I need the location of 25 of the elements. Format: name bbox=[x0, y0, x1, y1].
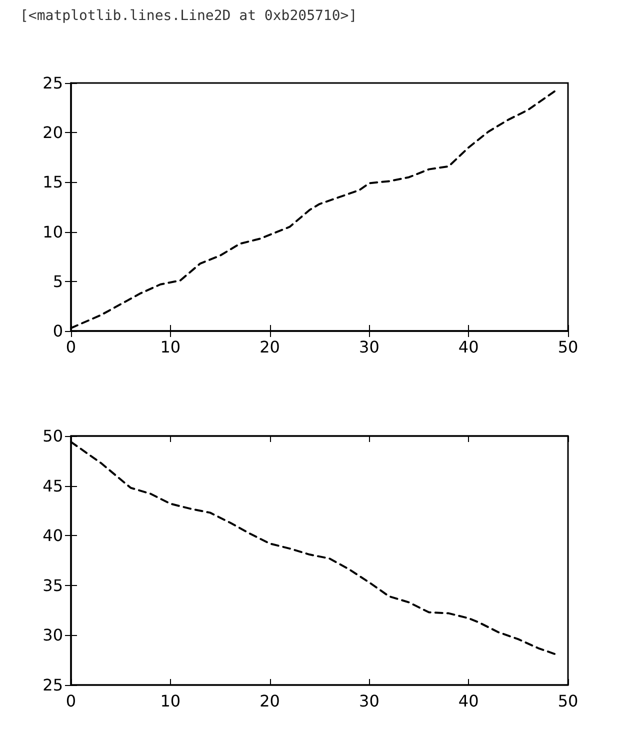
y-tick-label: 20 bbox=[42, 123, 63, 142]
y-tick-label: 25 bbox=[42, 676, 63, 694]
y-tick-label: 0 bbox=[52, 322, 63, 340]
x-tick-label: 30 bbox=[359, 692, 380, 710]
x-tick-label: 0 bbox=[66, 692, 76, 710]
y-tick-label: 5 bbox=[52, 272, 63, 291]
y-tick-label: 45 bbox=[42, 476, 63, 496]
x-tick-label: 0 bbox=[66, 338, 76, 356]
x-tick-label: 40 bbox=[458, 338, 479, 356]
x-tick-label: 20 bbox=[260, 692, 280, 710]
x-tick-label: 40 bbox=[458, 692, 479, 710]
x-tick-label: 50 bbox=[558, 692, 578, 710]
y-tick-label: 30 bbox=[42, 626, 63, 645]
y-tick-label: 25 bbox=[42, 74, 63, 92]
y-tick-label: 15 bbox=[42, 172, 63, 192]
x-tick-label: 20 bbox=[260, 338, 280, 356]
text: [<matplotlib.lines.Line2D at 0xb205710>] bbox=[20, 8, 358, 24]
y-tick-label: 10 bbox=[42, 222, 63, 242]
y-tick-label: 40 bbox=[42, 526, 63, 546]
x-tick-label: 10 bbox=[160, 338, 181, 356]
y-tick-label: 35 bbox=[42, 576, 63, 595]
x-tick-label: 10 bbox=[160, 692, 181, 710]
x-tick-label: 30 bbox=[359, 338, 380, 356]
y-tick-label: 50 bbox=[42, 426, 63, 446]
x-tick-label: 50 bbox=[558, 338, 578, 356]
